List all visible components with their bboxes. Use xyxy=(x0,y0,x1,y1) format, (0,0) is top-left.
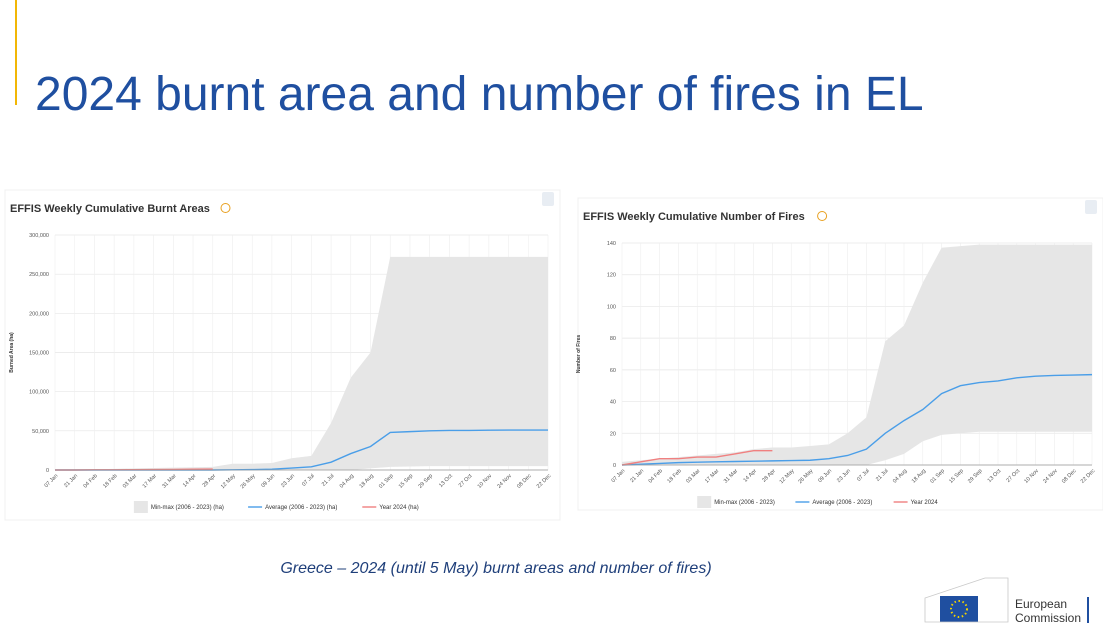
logo-building xyxy=(924,577,1009,623)
y-axis-label: Number of Fires xyxy=(576,335,582,374)
y-tick-label: 20 xyxy=(610,431,616,437)
y-tick-label: 150,000 xyxy=(29,351,49,357)
legend-swatch xyxy=(133,501,148,513)
chart-title: EFFIS Weekly Cumulative Burnt Areas xyxy=(10,203,210,215)
accent-bar xyxy=(15,0,17,105)
eu-stars xyxy=(950,600,968,618)
y-tick-label: 40 xyxy=(610,400,616,406)
y-tick-label: 250,000 xyxy=(29,272,49,278)
download-icon xyxy=(1085,200,1097,214)
chart: EFFIS Weekly Cumulative Burnt Areas Burne… xyxy=(4,189,561,521)
y-axis-label: Burned Area (ha) xyxy=(9,332,15,373)
y-tick-label: 0 xyxy=(46,468,49,474)
series-line xyxy=(621,373,1093,466)
caption: Greece – 2024 (until 5 May) burnt areas … xyxy=(280,560,711,577)
y-tick-label: 50,000 xyxy=(32,429,49,435)
range-area xyxy=(55,256,548,470)
y-tick-label: 120 xyxy=(607,273,616,279)
y-tick-label: 200,000 xyxy=(29,311,49,317)
range-area xyxy=(622,244,1092,465)
slide-title: 2024 burnt area and number of fires in E… xyxy=(35,68,924,121)
eu-flag xyxy=(940,596,978,622)
series-line xyxy=(621,450,773,466)
legend-label: Year 2024 (ha) xyxy=(379,505,418,511)
chart-title: EFFIS Weekly Cumulative Number of Fires xyxy=(583,211,805,223)
legend-label: Average (2006 - 2023) (ha) xyxy=(265,505,337,511)
logo: European Commission xyxy=(924,577,1089,625)
legend-label: Year 2024 xyxy=(911,500,939,506)
y-tick-label: 80 xyxy=(610,336,616,342)
legend-label: Average (2006 - 2023) xyxy=(812,500,872,506)
info-icon xyxy=(220,203,231,213)
logo-bar xyxy=(1087,597,1089,623)
legend-label: Min-max (2006 - 2023) xyxy=(714,500,775,506)
info-icon xyxy=(817,211,828,221)
y-tick-label: 100,000 xyxy=(29,390,49,396)
download-icon xyxy=(542,192,554,206)
legend-swatch xyxy=(697,496,712,508)
y-tick-label: 300,000 xyxy=(29,233,49,239)
logo-text: European xyxy=(1015,597,1067,611)
legend-label: Min-max (2006 - 2023) (ha) xyxy=(151,505,224,511)
y-tick-label: 60 xyxy=(610,368,616,374)
y-tick-label: 0 xyxy=(613,463,616,469)
logo-text: Commission xyxy=(1015,611,1081,625)
chart: EFFIS Weekly Cumulative Number of Fires N… xyxy=(576,197,1103,511)
y-tick-label: 100 xyxy=(607,304,616,310)
y-tick-label: 140 xyxy=(607,241,616,247)
